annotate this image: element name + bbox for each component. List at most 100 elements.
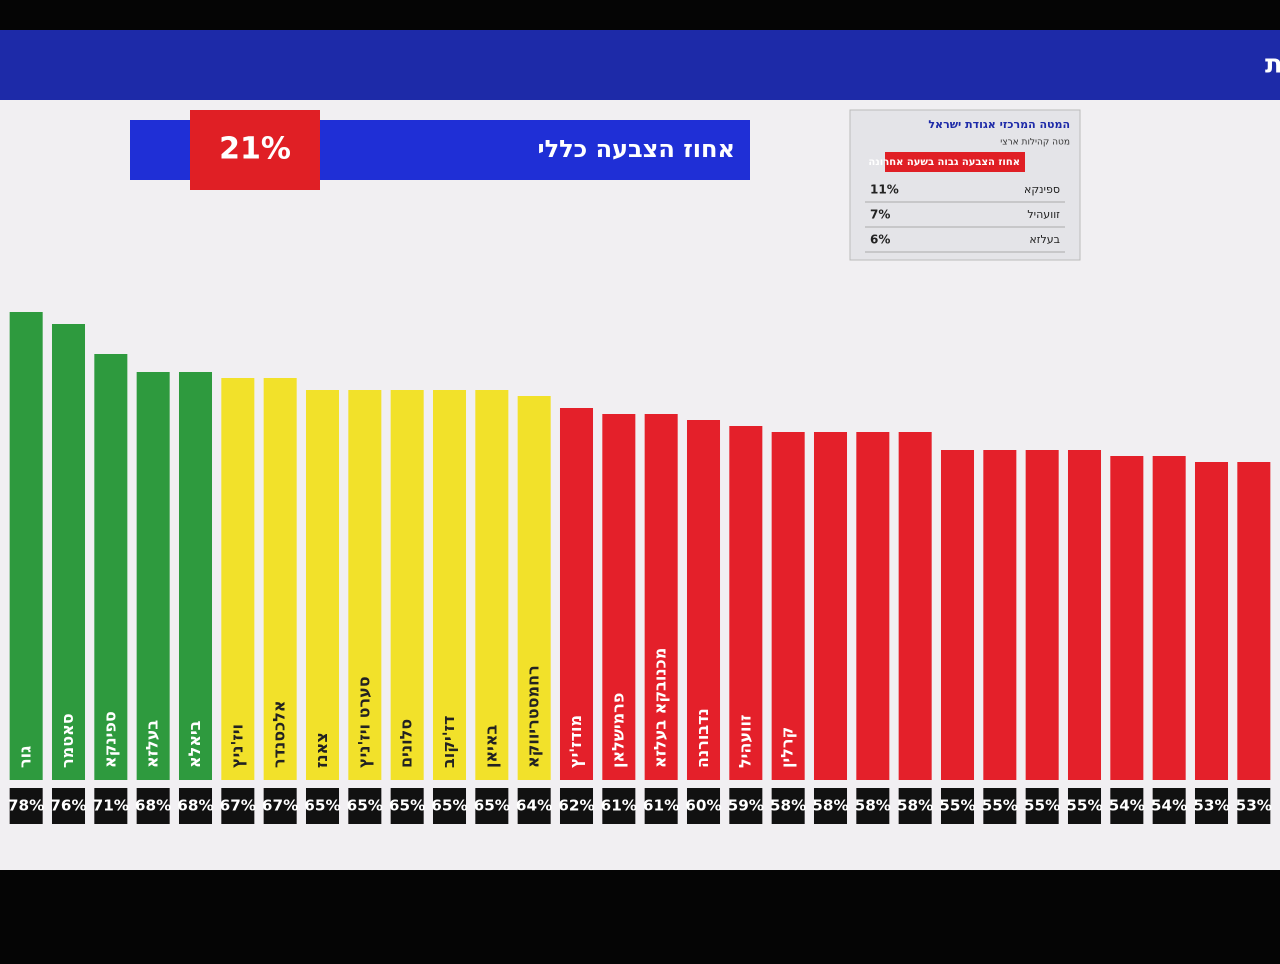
table-row-value: 7% <box>870 208 890 222</box>
bar-label: ויז'ניץ <box>227 724 246 768</box>
value-box <box>136 788 170 824</box>
bar <box>94 354 128 780</box>
value-box <box>94 788 128 824</box>
bar-label: מכנובקא בעלזא <box>651 648 670 768</box>
value-label: 58% <box>897 797 933 815</box>
bar-label: נדבורנה <box>693 708 712 768</box>
value-label: 53% <box>1193 797 1229 815</box>
bar-label: מודז'יץ <box>566 715 585 768</box>
value-box <box>517 788 551 824</box>
value-label: 65% <box>389 797 425 815</box>
value-box <box>898 788 932 824</box>
bar-label: פרמישלאן <box>608 693 627 768</box>
table-rows: ספינקא 11% זוועהיל 7% בעלזא 6% <box>865 183 1065 253</box>
bar-label: סאטמר <box>58 713 77 768</box>
bar <box>432 390 467 780</box>
bar-label: סלונים <box>397 719 416 768</box>
turnout-badge <box>190 110 320 190</box>
value-label: 67% <box>262 797 298 815</box>
bar-label: צאנז <box>312 732 331 768</box>
table-row-name: בעלזא <box>1029 233 1060 246</box>
value-box <box>1025 788 1059 824</box>
bar <box>221 378 255 780</box>
bar <box>686 420 721 780</box>
value-box <box>644 788 678 824</box>
value-label: 61% <box>643 797 679 815</box>
bar-label: ביאלא <box>185 720 204 768</box>
value-box <box>1194 788 1229 824</box>
bar <box>178 372 213 780</box>
value-label: 53% <box>1236 797 1272 815</box>
bar <box>517 396 551 780</box>
value-label: 68% <box>177 797 213 815</box>
bar <box>771 432 805 780</box>
value-box <box>432 788 467 824</box>
top-band <box>0 30 1280 100</box>
bar-label: בעלזא <box>143 720 162 768</box>
value-box <box>305 788 340 824</box>
value-box <box>1110 788 1144 824</box>
value-box <box>221 788 255 824</box>
value-label: 58% <box>855 797 891 815</box>
value-label: 67% <box>220 797 256 815</box>
value-box <box>940 788 975 824</box>
logo: האמת <box>1265 50 1280 80</box>
value-box <box>729 788 763 824</box>
value-box <box>475 788 509 824</box>
value-box <box>983 788 1017 824</box>
bar <box>602 414 636 780</box>
bar-label: אלכסנדר <box>270 700 289 768</box>
bar-label: קרלין <box>778 727 797 768</box>
bar-label: באיאן <box>481 725 500 769</box>
value-label: 54% <box>1151 797 1187 815</box>
value-box <box>390 788 424 824</box>
value-box <box>856 788 890 824</box>
value-label: 65% <box>304 797 340 815</box>
bar-label: דז'יקוב <box>439 716 458 768</box>
value-label: 59% <box>728 797 764 815</box>
value-label: 65% <box>474 797 510 815</box>
bar <box>1110 456 1144 780</box>
value-label: 64% <box>516 797 552 815</box>
value-label: 55% <box>982 797 1018 815</box>
bar <box>1237 462 1271 780</box>
value-label: 55% <box>939 797 975 815</box>
value-box <box>51 788 86 824</box>
bar <box>898 432 932 780</box>
bar <box>305 390 340 780</box>
value-label: 76% <box>50 797 86 815</box>
value-label: 54% <box>1109 797 1145 815</box>
turnout-value: 21% <box>219 132 291 167</box>
hourly-table <box>849 109 1081 261</box>
bar <box>1067 450 1102 780</box>
turnout-label: אחוז הצבעה כללי <box>538 135 735 163</box>
bar <box>390 390 424 780</box>
value-label: 55% <box>1024 797 1060 815</box>
value-label: 61% <box>601 797 637 815</box>
table-row-name: זוועהיל <box>1027 208 1060 221</box>
bar-label: רחמסטריווקא <box>524 665 543 768</box>
value-box <box>771 788 805 824</box>
table-header-bg <box>885 152 1025 172</box>
table-row-value: 6% <box>870 233 890 247</box>
value-box <box>1152 788 1186 824</box>
value-label: 65% <box>431 797 467 815</box>
bar <box>559 408 594 780</box>
bar <box>1194 462 1229 780</box>
value-box <box>263 788 297 824</box>
bar <box>856 432 890 780</box>
table-row-value: 11% <box>870 183 899 197</box>
value-box <box>1067 788 1102 824</box>
bar <box>348 390 382 780</box>
bar <box>51 324 86 780</box>
value-box <box>9 788 43 824</box>
value-box <box>686 788 721 824</box>
bar <box>983 450 1017 780</box>
bar <box>136 372 170 780</box>
value-label: 65% <box>347 797 383 815</box>
value-label: 78% <box>8 797 44 815</box>
value-label: 68% <box>135 797 171 815</box>
value-label: 55% <box>1066 797 1102 815</box>
bars: גור 78% סאטמר 76% ספינקא 71% בעלזא 68% ביאלא 68% ו… <box>8 312 1272 824</box>
